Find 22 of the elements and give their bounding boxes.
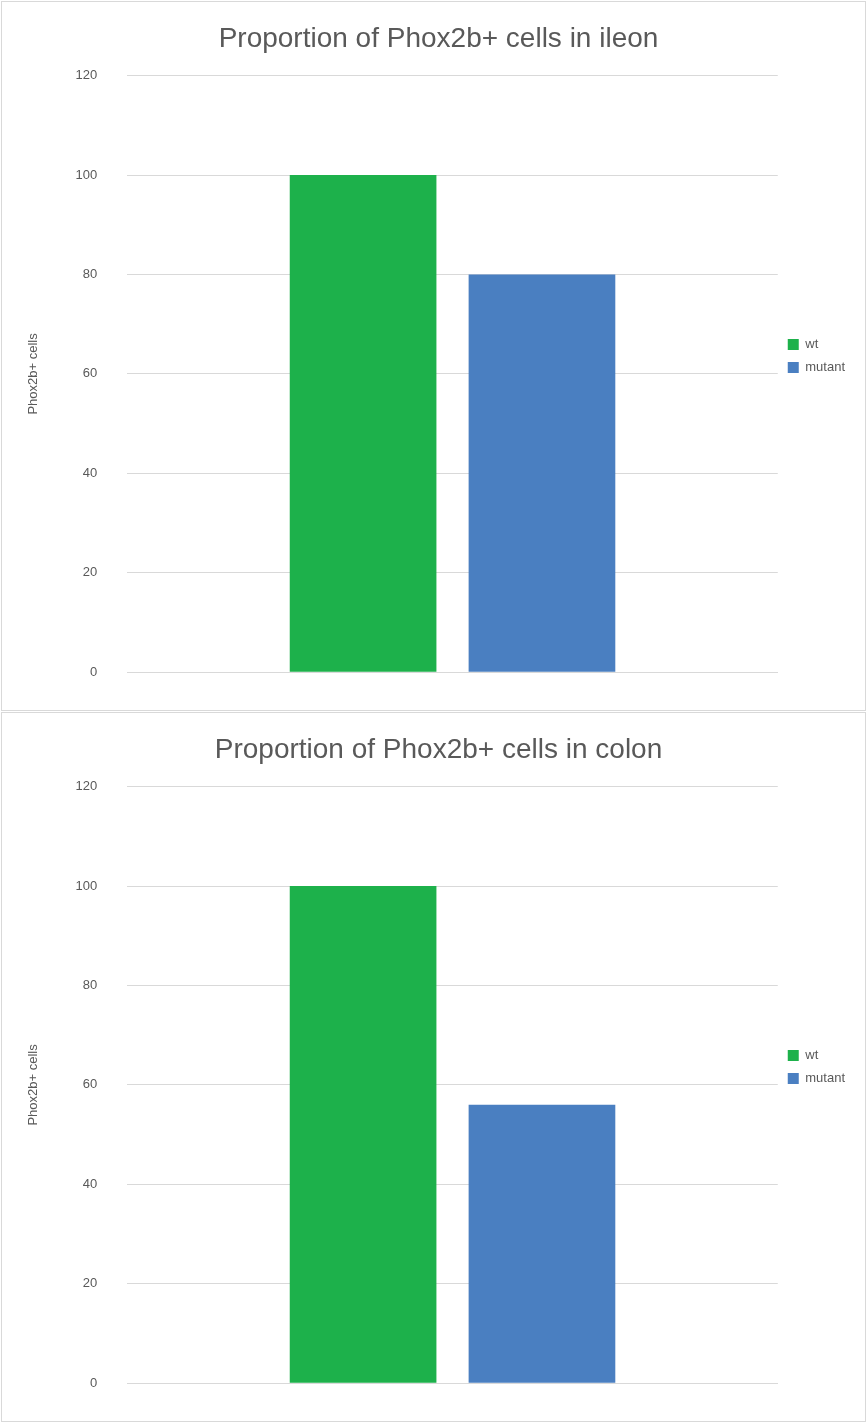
y-tick-label: 120 [75, 778, 98, 794]
y-tick-label: 60 [82, 365, 98, 381]
legend-label: wt [804, 336, 819, 352]
y-axis-title: Phox2b+ cells [25, 332, 41, 415]
y-tick-label: 0 [90, 1374, 98, 1390]
chart-title: Proportion of Phox2b+ cells in colon [214, 732, 663, 764]
y-tick-label: 0 [90, 663, 98, 679]
legend-label: wt [804, 1047, 819, 1063]
y-tick-label: 40 [82, 1175, 98, 1191]
y-tick-label: 120 [75, 67, 98, 83]
legend-label: mutant [805, 1070, 846, 1086]
y-tick-label: 100 [75, 166, 98, 182]
y-tick-label: 100 [75, 877, 98, 893]
y-tick-label: 80 [82, 977, 98, 993]
legend-label: mutant [805, 359, 846, 375]
y-tick-label: 20 [82, 1275, 98, 1291]
y-tick-label: 60 [82, 1076, 98, 1092]
y-tick-label: 80 [82, 266, 98, 282]
y-axis-title: Phox2b+ cells [25, 1043, 41, 1126]
y-tick-label: 20 [82, 564, 98, 580]
chart-title: Proportion of Phox2b+ cells in ileon [218, 21, 659, 53]
y-tick-label: 40 [82, 464, 98, 480]
